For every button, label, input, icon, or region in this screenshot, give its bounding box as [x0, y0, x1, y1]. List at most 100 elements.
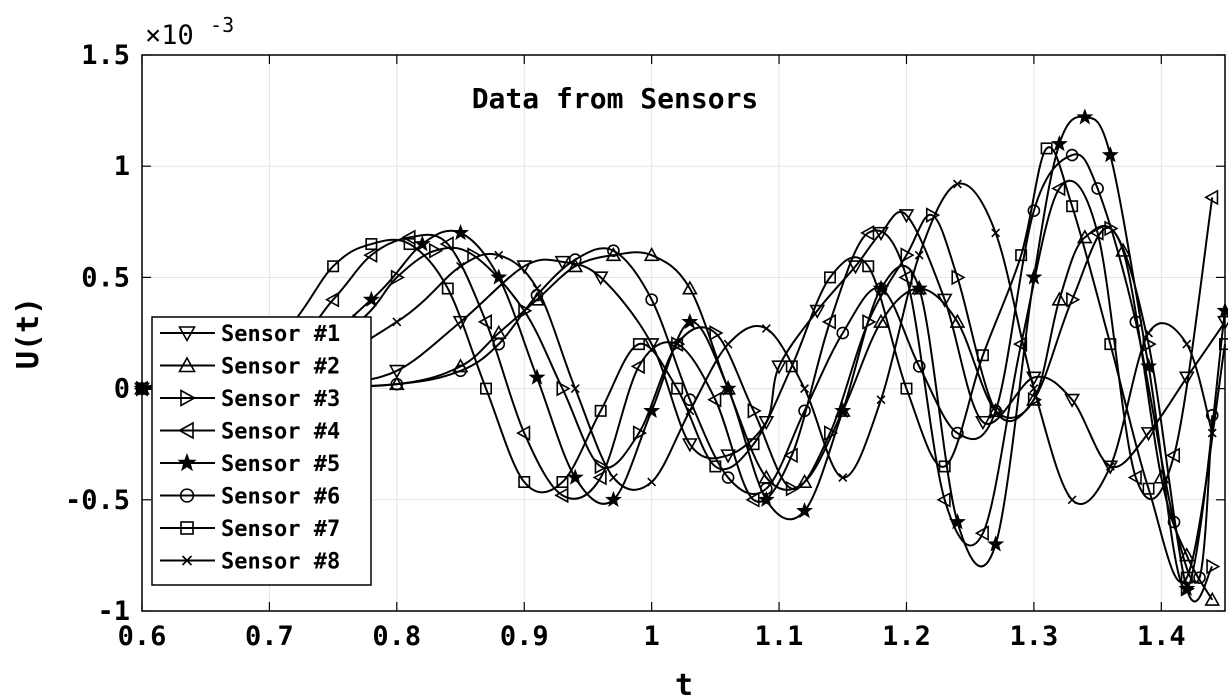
data-point	[1065, 148, 1079, 162]
data-point	[975, 415, 991, 431]
data-point	[847, 260, 864, 275]
data-point	[456, 261, 465, 271]
data-point	[607, 244, 620, 258]
data-point	[719, 379, 737, 396]
legend-item: Sensor #8	[160, 550, 340, 575]
data-point	[1182, 339, 1192, 349]
data-point	[821, 314, 837, 330]
y-tick-label: -1	[97, 596, 130, 627]
data-point	[594, 458, 609, 475]
legend: Sensor #1 Sensor #2 Sensor #3 Sensor #4 Sens…	[151, 316, 372, 586]
data-point	[327, 260, 340, 273]
data-point	[876, 395, 886, 405]
data-point	[709, 325, 724, 341]
data-point	[567, 258, 584, 273]
data-point	[454, 364, 467, 378]
y-tick-label: 0	[114, 374, 130, 405]
data-point	[838, 473, 848, 483]
data-point	[976, 349, 989, 362]
data-point	[1029, 384, 1039, 394]
data-point	[824, 271, 837, 284]
data-point	[604, 490, 622, 508]
data-point	[1193, 571, 1206, 584]
data-point	[1015, 249, 1028, 262]
data-point	[643, 247, 660, 262]
data-point	[630, 358, 645, 375]
data-point	[592, 469, 607, 486]
data-point	[403, 238, 416, 251]
data-point	[1051, 180, 1066, 197]
data-point	[898, 209, 915, 224]
legend-item: Sensor #6	[160, 485, 340, 510]
data-point	[632, 425, 648, 441]
data-point	[682, 438, 698, 453]
data-point	[707, 391, 722, 408]
data-point	[388, 364, 405, 379]
data-point	[401, 229, 416, 246]
data-point	[1206, 558, 1221, 575]
data-point	[363, 247, 378, 264]
legend-item: Sensor #2	[160, 355, 340, 380]
data-point	[900, 382, 913, 395]
data-point	[721, 471, 735, 484]
legend-label: Sensor #4	[221, 420, 340, 445]
data-point	[1178, 371, 1195, 386]
y-tick-label: -0.5	[65, 485, 130, 516]
data-point	[720, 449, 736, 464]
data-point	[709, 460, 722, 473]
axis-ticks: 0.6 0.7 0.8 0.9 1 1.1 1.2 1.3 1.4 -1 -0.5 0 0.5 1 1.5	[65, 40, 1225, 652]
data-point	[974, 525, 989, 542]
legend-marker	[178, 356, 196, 373]
legend-item: Sensor #7	[160, 517, 340, 542]
legend-label: Sensor #5	[221, 452, 340, 477]
legend-marker	[180, 389, 197, 407]
data-point	[910, 279, 928, 296]
data-point	[592, 271, 609, 286]
y-axis-label: U(t)	[11, 297, 46, 369]
data-point	[556, 380, 571, 397]
data-point	[568, 253, 582, 266]
data-point	[745, 491, 760, 508]
data-point	[949, 313, 966, 328]
legend-marker	[177, 452, 197, 472]
data-point	[594, 404, 607, 417]
data-point	[643, 401, 661, 419]
y-scale-exponent: -3	[210, 13, 234, 37]
data-point	[948, 513, 966, 530]
data-point	[671, 382, 684, 395]
y-tick-label: 1.5	[81, 40, 130, 71]
data-point	[757, 490, 775, 508]
data-point	[936, 491, 951, 508]
legend-item: Sensor #4	[160, 420, 340, 445]
x-tick-label: 1.4	[1137, 621, 1186, 652]
data-point	[1129, 315, 1143, 329]
data-point	[554, 255, 571, 270]
data-point	[1140, 427, 1157, 442]
data-point	[785, 360, 798, 373]
data-point	[862, 260, 875, 273]
data-point	[860, 225, 875, 241]
y-scale-multiplier: ×10 -3	[145, 13, 234, 51]
x-tick-label: 1.1	[755, 621, 804, 652]
data-point	[518, 302, 533, 319]
legend-marker	[180, 521, 194, 535]
data-point	[991, 228, 1001, 238]
data-point	[1165, 447, 1181, 464]
data-point	[1076, 108, 1094, 125]
x-tick-label: 0.7	[245, 621, 294, 652]
data-point	[874, 282, 888, 295]
plot-frame	[141, 54, 1226, 612]
data-point	[681, 312, 699, 330]
data-point	[570, 384, 580, 394]
data-point	[645, 293, 658, 306]
series-8	[137, 179, 1217, 506]
series-5	[133, 108, 1228, 596]
data-point	[1140, 357, 1158, 374]
data-point	[796, 501, 814, 519]
x-tick-label: 0.8	[372, 621, 421, 652]
data-point	[647, 477, 657, 487]
data-point	[1051, 291, 1068, 306]
data-point	[1102, 460, 1119, 475]
x-tick-label: 1.3	[1009, 621, 1058, 652]
